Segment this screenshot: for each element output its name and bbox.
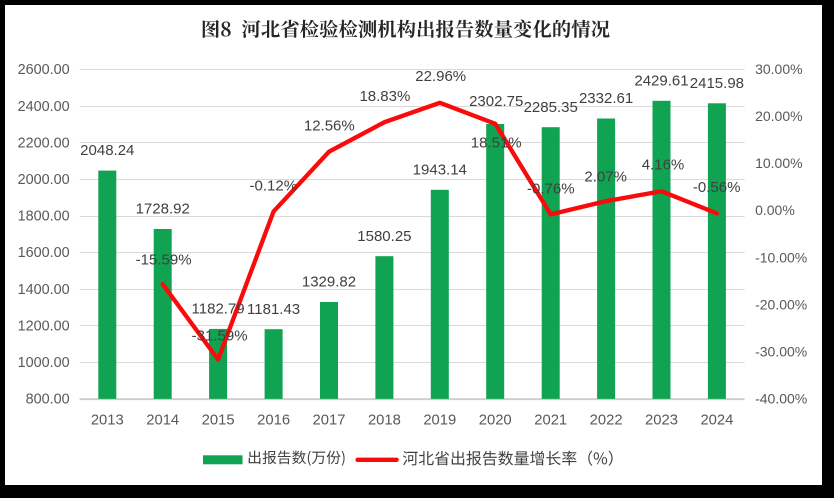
svg-text:-0.56%: -0.56% xyxy=(693,179,741,196)
svg-text:4.16%: 4.16% xyxy=(642,157,685,174)
svg-text:-0.12%: -0.12% xyxy=(250,178,298,195)
svg-text:-20.00%: -20.00% xyxy=(755,296,807,312)
svg-text:2014: 2014 xyxy=(146,413,179,429)
svg-text:18.83%: 18.83% xyxy=(359,88,410,105)
svg-text:2600.00: 2600.00 xyxy=(18,62,70,78)
svg-text:2022: 2022 xyxy=(590,413,623,429)
svg-text:0.00%: 0.00% xyxy=(755,202,795,218)
svg-text:2000.00: 2000.00 xyxy=(18,172,70,188)
svg-text:2021: 2021 xyxy=(534,413,567,429)
svg-text:-30.00%: -30.00% xyxy=(755,343,807,359)
svg-text:2017: 2017 xyxy=(313,413,346,429)
svg-text:800.00: 800.00 xyxy=(26,392,70,408)
svg-text:1000.00: 1000.00 xyxy=(18,355,70,371)
svg-text:12.56%: 12.56% xyxy=(304,117,355,134)
svg-text:20.00%: 20.00% xyxy=(755,108,802,124)
svg-text:2415.98: 2415.98 xyxy=(690,75,744,92)
svg-text:2016: 2016 xyxy=(257,413,290,429)
svg-text:2302.75: 2302.75 xyxy=(469,93,523,110)
svg-text:2332.61: 2332.61 xyxy=(579,90,633,107)
svg-text:18.51%: 18.51% xyxy=(471,134,522,151)
svg-text:2018: 2018 xyxy=(368,413,401,429)
svg-text:2015: 2015 xyxy=(202,413,235,429)
svg-text:22.96%: 22.96% xyxy=(415,68,466,85)
svg-text:10.00%: 10.00% xyxy=(755,155,802,171)
svg-text:1181.43: 1181.43 xyxy=(247,301,300,318)
svg-text:1580.25: 1580.25 xyxy=(357,228,411,245)
svg-text:2200.00: 2200.00 xyxy=(18,135,70,151)
svg-text:1400.00: 1400.00 xyxy=(18,282,70,298)
svg-text:30.00%: 30.00% xyxy=(755,61,802,77)
svg-text:-31.59%: -31.59% xyxy=(192,328,248,345)
svg-text:1943.14: 1943.14 xyxy=(413,162,467,179)
svg-text:1728.92: 1728.92 xyxy=(136,201,190,218)
svg-text:2024: 2024 xyxy=(700,413,733,429)
svg-text:2429.61: 2429.61 xyxy=(634,72,688,89)
svg-text:-0.76%: -0.76% xyxy=(527,180,575,197)
svg-text:-40.00%: -40.00% xyxy=(755,390,807,406)
svg-text:2048.24: 2048.24 xyxy=(80,142,134,159)
svg-text:1800.00: 1800.00 xyxy=(18,209,70,225)
svg-text:1182.79: 1182.79 xyxy=(192,301,245,318)
svg-text:1600.00: 1600.00 xyxy=(18,245,70,261)
svg-text:1200.00: 1200.00 xyxy=(18,318,70,334)
svg-text:1329.82: 1329.82 xyxy=(302,274,356,291)
svg-text:2019: 2019 xyxy=(423,413,456,429)
svg-text:2400.00: 2400.00 xyxy=(18,99,70,115)
svg-text:-10.00%: -10.00% xyxy=(755,249,807,265)
svg-text:-15.59%: -15.59% xyxy=(136,251,192,268)
svg-text:2020: 2020 xyxy=(479,413,512,429)
svg-text:2023: 2023 xyxy=(645,413,678,429)
svg-text:2013: 2013 xyxy=(91,413,124,429)
svg-text:2.07%: 2.07% xyxy=(584,169,627,186)
svg-text:2285.35: 2285.35 xyxy=(524,99,578,116)
